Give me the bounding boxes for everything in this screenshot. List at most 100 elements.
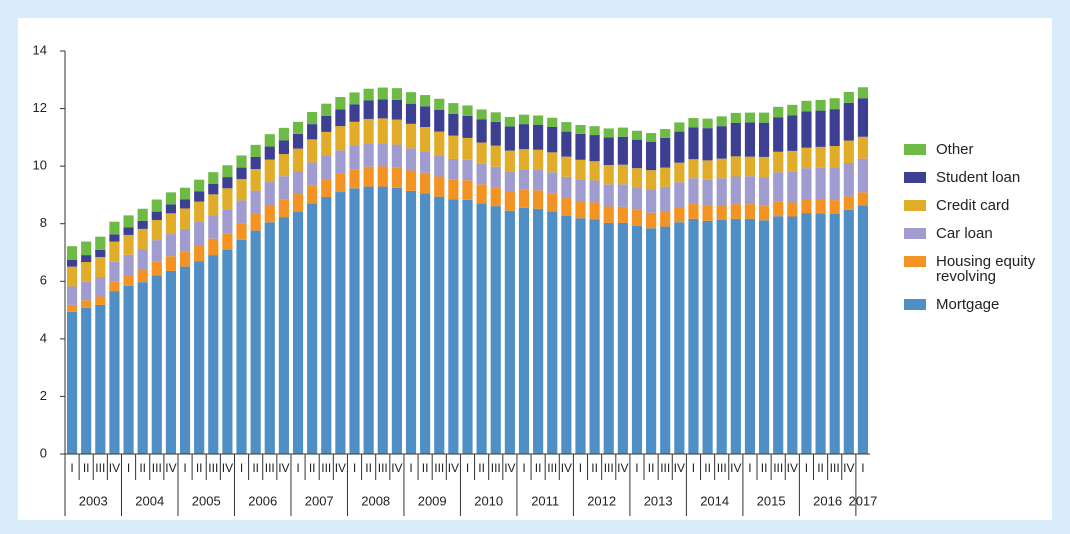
bar-segment [405, 190, 417, 455]
legend-swatch [904, 256, 926, 267]
bar-segment [716, 126, 727, 159]
bar-segment [533, 149, 544, 170]
bar-segment [250, 144, 261, 157]
bar-segment [222, 165, 233, 178]
bar-segment [716, 158, 727, 179]
bar-segment [815, 199, 826, 214]
bar-segment [137, 249, 148, 271]
bar-segment [208, 172, 219, 184]
bar-segment [631, 139, 643, 169]
bar-segment [773, 151, 784, 173]
bar-segment [476, 109, 487, 120]
bar-segment [476, 142, 487, 164]
bar-segment [504, 150, 515, 172]
bar-segment [405, 92, 417, 104]
bar-segment [420, 106, 431, 127]
bar-segment [561, 215, 572, 454]
bar-segment [603, 137, 614, 165]
x-tick-label: IV [504, 461, 515, 475]
bar-segment [81, 261, 92, 282]
bar-segment [843, 162, 854, 197]
bar-segment [575, 159, 586, 180]
legend-label: Credit card [936, 197, 1010, 214]
bar-segment [744, 204, 756, 219]
x-tick-label: II [252, 461, 259, 475]
bar-segment [843, 140, 854, 163]
bar-segment [194, 191, 205, 202]
bar-segment [744, 112, 756, 123]
bar-segment [787, 202, 798, 217]
bar-segment [688, 127, 699, 160]
bar-segment [292, 194, 304, 212]
x-tick-label: III [208, 461, 218, 475]
bar-segment [646, 189, 657, 213]
legend-item: Other [904, 142, 1054, 157]
bar-segment [688, 159, 699, 179]
legend-swatch [904, 200, 926, 211]
bar-segment [95, 304, 106, 454]
bar-segment [321, 155, 332, 180]
bar-segment [490, 187, 501, 207]
bar-segment [674, 207, 685, 223]
bar-segment [758, 156, 770, 178]
x-tick-label: III [265, 461, 275, 475]
bar-segment [236, 239, 247, 454]
bar-segment [787, 104, 798, 116]
bar-segment [462, 105, 473, 116]
bar-segment [236, 179, 247, 201]
x-tick-label: IV [109, 461, 120, 475]
x-tick-label: II [535, 461, 542, 475]
bar-segment [335, 97, 346, 110]
legend-item: Housing equity revolving [904, 254, 1054, 284]
bar-segment [490, 121, 501, 146]
bar-segment [575, 200, 586, 219]
bar-segment [589, 202, 600, 220]
bar-segment [504, 126, 515, 151]
y-tick-label: 2 [40, 388, 47, 403]
bar-segment [476, 203, 487, 454]
bar-segment [165, 213, 177, 235]
bar-segment [165, 192, 177, 205]
y-tick-label: 12 [33, 100, 47, 115]
bar-segment [222, 249, 233, 454]
bar-segment [363, 88, 374, 101]
bar-segment [179, 251, 191, 267]
x-tick-label: III [773, 461, 783, 475]
bar-segment [307, 162, 318, 186]
year-label: 2012 [587, 493, 616, 508]
bar-segment [829, 109, 840, 146]
x-tick-label: IV [391, 461, 402, 475]
bar-segment [843, 209, 854, 454]
bar-segment [236, 223, 247, 240]
legend-swatch [904, 228, 926, 239]
x-tick-label: I [805, 461, 808, 475]
bar-segment [815, 146, 826, 168]
x-tick-label: II [478, 461, 485, 475]
bar-segment [758, 122, 770, 157]
bar-segment [250, 213, 261, 231]
bar-segment [702, 220, 713, 454]
bar-segment [250, 156, 261, 170]
bar-segment [434, 176, 445, 197]
bar-segment [801, 198, 812, 214]
bar-segment [730, 122, 741, 157]
bar-segment [561, 122, 572, 132]
bar-segment [278, 140, 289, 155]
bar-segment [617, 184, 628, 207]
x-tick-label: III [660, 461, 670, 475]
y-tick-label: 6 [40, 273, 47, 288]
bar-segment [716, 178, 727, 206]
x-tick-label: IV [278, 461, 289, 475]
bar-segment [363, 143, 374, 167]
bar-segment [137, 228, 148, 250]
bar-segment [264, 159, 275, 182]
bar-segment [575, 179, 586, 201]
bar-segment [194, 261, 205, 454]
bar-segment [533, 208, 544, 454]
bar-segment [617, 164, 628, 185]
bar-segment [151, 240, 162, 262]
bar-segment [547, 211, 558, 454]
bar-segment [307, 139, 318, 163]
bar-segment [222, 188, 233, 210]
bar-segment [561, 156, 572, 177]
